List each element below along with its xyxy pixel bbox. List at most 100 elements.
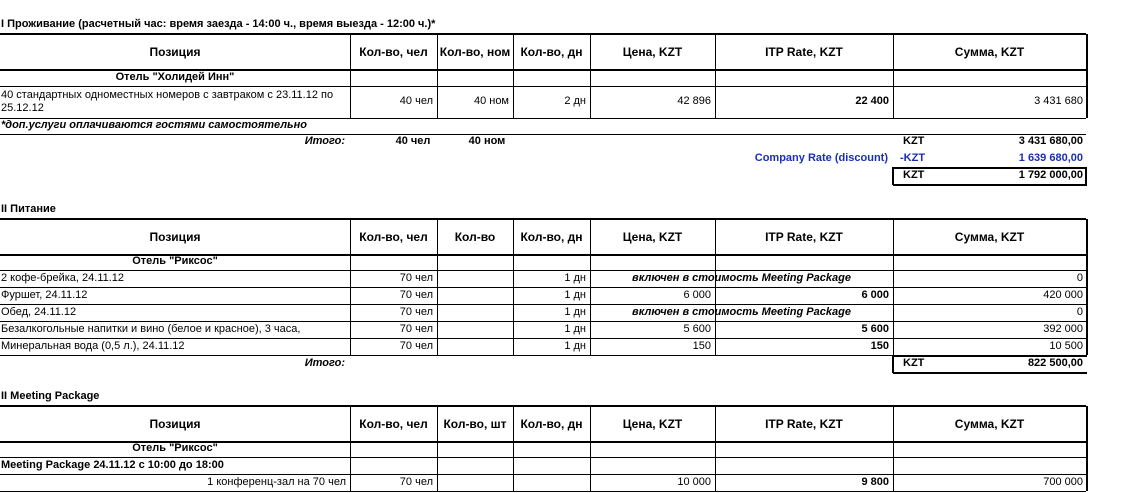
column-header: Сумма, KZT	[954, 44, 1025, 59]
column-header: Кол-во, шт	[443, 416, 507, 431]
grid-line	[437, 34, 438, 118]
total-label: Итого:	[304, 135, 345, 147]
column-header: Позиция	[149, 229, 201, 244]
cell-price: 42 896	[677, 95, 711, 107]
cell-itp: 5 600	[861, 322, 889, 335]
discount-label: Company Rate (discount)	[754, 152, 888, 164]
grid-line	[893, 406, 894, 491]
column-header: Сумма, KZT	[954, 416, 1025, 431]
package-name: Meeting Package 24.11.12 с 10:00 до 18:0…	[1, 458, 224, 471]
grid-line	[715, 219, 716, 355]
column-header: Кол-во, дн	[520, 416, 583, 431]
column-header: Кол-во, чел	[359, 229, 428, 244]
hotel-name: Отель "Холидей Инн"	[115, 70, 235, 83]
column-header: Цена, KZT	[622, 416, 683, 431]
cell-itp: 6 000	[861, 288, 889, 301]
discount-amount: 1 639 680,00	[1018, 152, 1083, 164]
grid-line	[590, 34, 591, 118]
cell-sum: 3 431 680	[1034, 95, 1083, 107]
grid-line	[513, 406, 514, 491]
item-name: Минеральная вода (0,5 л.), 24.11.12	[1, 339, 185, 352]
section-title: I Проживание (расчетный час: время заезд…	[1, 18, 436, 30]
cell-people: 70 чел	[399, 339, 433, 352]
included-note: включен в стоимость Meeting Package	[632, 271, 851, 284]
grid-line	[1085, 167, 1087, 185]
grid-line	[0, 118, 1086, 119]
cell-sum: 392 000	[1043, 322, 1083, 335]
grid-line	[893, 372, 1087, 374]
column-header: Позиция	[149, 44, 201, 59]
grid-line	[0, 304, 1086, 305]
total-people: 40 чел	[395, 135, 431, 147]
item-name: Обед, 24.11.12	[1, 305, 77, 318]
total-amount: 822 500,00	[1027, 357, 1083, 369]
discount-currency: -KZT	[900, 152, 926, 164]
column-header: ITP Rate, KZT	[765, 229, 843, 244]
grid-line	[0, 287, 1086, 288]
cell-price: 5 600	[683, 322, 711, 335]
grid-line	[1086, 219, 1088, 355]
grid-line	[0, 86, 1086, 87]
cell-days: 1 дн	[564, 339, 586, 352]
grid-line	[893, 219, 894, 355]
grid-line	[513, 219, 514, 355]
hotel-name: Отель "Риксос"	[132, 255, 218, 267]
section-title: II Питание	[1, 203, 56, 215]
column-header: Цена, KZT	[622, 229, 683, 244]
total-currency: KZT	[903, 357, 925, 369]
cell-sum: 0	[1076, 305, 1083, 318]
grid-line	[0, 134, 1086, 135]
grid-line	[0, 441, 1086, 443]
grid-line	[0, 474, 1086, 475]
included-note: включен в стоимость Meeting Package	[632, 305, 851, 318]
cell-itp: 9 800	[861, 475, 889, 488]
column-header: Кол-во, чел	[359, 416, 428, 431]
total-amount: 3 431 680,00	[1018, 135, 1083, 147]
grid-line	[0, 405, 1086, 407]
item-name: Фуршет, 24.11.12	[1, 288, 88, 301]
total-currency: KZT	[903, 135, 925, 147]
grid-line	[893, 167, 1087, 169]
grid-line	[893, 34, 894, 118]
column-header: Кол-во, дн	[520, 44, 583, 59]
item-name: 40 стандартных одноместных номеров с зав…	[1, 89, 334, 114]
total-qty: 40 ном	[468, 135, 506, 147]
grid-line	[0, 218, 1086, 220]
column-header: Сумма, KZT	[954, 229, 1025, 244]
grid-line	[1086, 34, 1088, 118]
grid-line	[350, 219, 351, 355]
column-header: Цена, KZT	[622, 44, 683, 59]
cell-sum: 10 500	[1049, 339, 1083, 352]
cell-sum: 420 000	[1043, 288, 1083, 301]
cell-people: 70 чел	[399, 305, 433, 318]
cell-sum: 700 000	[1043, 475, 1083, 488]
grid-line	[0, 355, 1086, 356]
hotel-name: Отель "Риксос"	[132, 442, 218, 454]
item-name: Безалкогольные напитки и вино (белое и к…	[1, 322, 301, 335]
cell-people: 40 чел	[399, 95, 433, 107]
section-title: II Meeting Package	[1, 390, 100, 402]
item-name: 1 конференц-зал на 70 чел	[207, 475, 346, 488]
total-label: Итого:	[304, 357, 345, 369]
grid-line	[715, 406, 716, 491]
cell-itp: 150	[870, 339, 889, 352]
grid-line	[350, 34, 351, 118]
cell-price: 150	[692, 339, 711, 352]
final-currency: KZT	[903, 169, 925, 181]
final-amount: 1 792 000,00	[1018, 169, 1083, 181]
grid-line	[437, 406, 438, 491]
grid-line	[893, 184, 1087, 186]
grid-line	[350, 406, 351, 491]
grid-line	[892, 355, 894, 373]
column-header: ITP Rate, KZT	[765, 416, 843, 431]
column-header: Кол-во, дн	[520, 229, 583, 244]
cell-sum: 0	[1076, 271, 1083, 284]
column-header: Кол-во	[454, 229, 496, 244]
grid-line	[437, 219, 438, 355]
grid-line	[1086, 406, 1088, 491]
column-header: Кол-во, ном	[439, 44, 511, 59]
grid-line	[590, 406, 591, 491]
column-header: Позиция	[149, 416, 201, 431]
cell-price: 6 000	[683, 288, 711, 301]
cell-people: 70 чел	[399, 322, 433, 335]
